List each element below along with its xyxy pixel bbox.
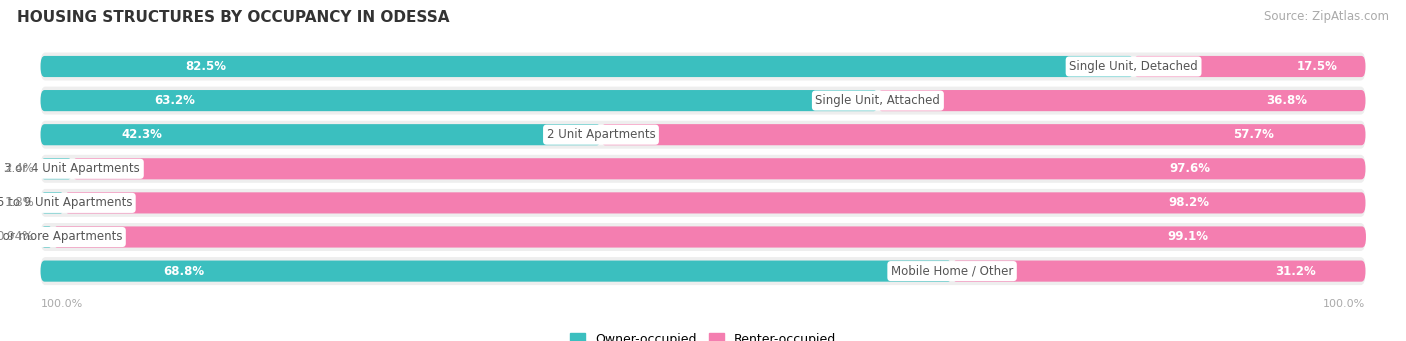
FancyBboxPatch shape — [952, 261, 1365, 282]
Text: Source: ZipAtlas.com: Source: ZipAtlas.com — [1264, 10, 1389, 23]
Text: 17.5%: 17.5% — [1296, 60, 1337, 73]
Text: 2.4%: 2.4% — [4, 162, 34, 175]
FancyBboxPatch shape — [41, 90, 877, 111]
Text: 99.1%: 99.1% — [1167, 231, 1208, 243]
Text: 0.94%: 0.94% — [0, 231, 34, 243]
FancyBboxPatch shape — [65, 192, 1365, 213]
FancyBboxPatch shape — [1133, 56, 1365, 77]
FancyBboxPatch shape — [53, 226, 1367, 248]
Text: HOUSING STRUCTURES BY OCCUPANCY IN ODESSA: HOUSING STRUCTURES BY OCCUPANCY IN ODESS… — [17, 10, 450, 25]
FancyBboxPatch shape — [41, 226, 53, 248]
Text: 31.2%: 31.2% — [1275, 265, 1316, 278]
FancyBboxPatch shape — [877, 90, 1365, 111]
FancyBboxPatch shape — [41, 56, 1133, 77]
Text: 68.8%: 68.8% — [163, 265, 204, 278]
Text: 100.0%: 100.0% — [41, 299, 83, 309]
FancyBboxPatch shape — [41, 189, 1365, 217]
FancyBboxPatch shape — [41, 53, 1365, 80]
Text: 63.2%: 63.2% — [155, 94, 195, 107]
Text: 98.2%: 98.2% — [1168, 196, 1209, 209]
Text: 3 or 4 Unit Apartments: 3 or 4 Unit Apartments — [4, 162, 141, 175]
FancyBboxPatch shape — [41, 121, 1365, 149]
FancyBboxPatch shape — [41, 87, 1365, 115]
Text: 97.6%: 97.6% — [1170, 162, 1211, 175]
FancyBboxPatch shape — [41, 158, 72, 179]
Text: 42.3%: 42.3% — [121, 128, 162, 141]
Legend: Owner-occupied, Renter-occupied: Owner-occupied, Renter-occupied — [565, 328, 841, 341]
FancyBboxPatch shape — [41, 257, 1365, 285]
FancyBboxPatch shape — [41, 261, 952, 282]
Text: Single Unit, Detached: Single Unit, Detached — [1069, 60, 1198, 73]
FancyBboxPatch shape — [41, 155, 1365, 183]
FancyBboxPatch shape — [41, 124, 600, 145]
Text: 10 or more Apartments: 10 or more Apartments — [0, 231, 122, 243]
Text: 1.8%: 1.8% — [4, 196, 34, 209]
Text: Mobile Home / Other: Mobile Home / Other — [891, 265, 1014, 278]
FancyBboxPatch shape — [72, 158, 1365, 179]
Text: Single Unit, Attached: Single Unit, Attached — [815, 94, 941, 107]
Text: 82.5%: 82.5% — [186, 60, 226, 73]
Text: 100.0%: 100.0% — [1323, 299, 1365, 309]
FancyBboxPatch shape — [600, 124, 1365, 145]
FancyBboxPatch shape — [41, 223, 1365, 251]
Text: 36.8%: 36.8% — [1265, 94, 1308, 107]
Text: 5 to 9 Unit Apartments: 5 to 9 Unit Apartments — [0, 196, 132, 209]
Text: 57.7%: 57.7% — [1233, 128, 1274, 141]
FancyBboxPatch shape — [41, 192, 65, 213]
Text: 2 Unit Apartments: 2 Unit Apartments — [547, 128, 655, 141]
